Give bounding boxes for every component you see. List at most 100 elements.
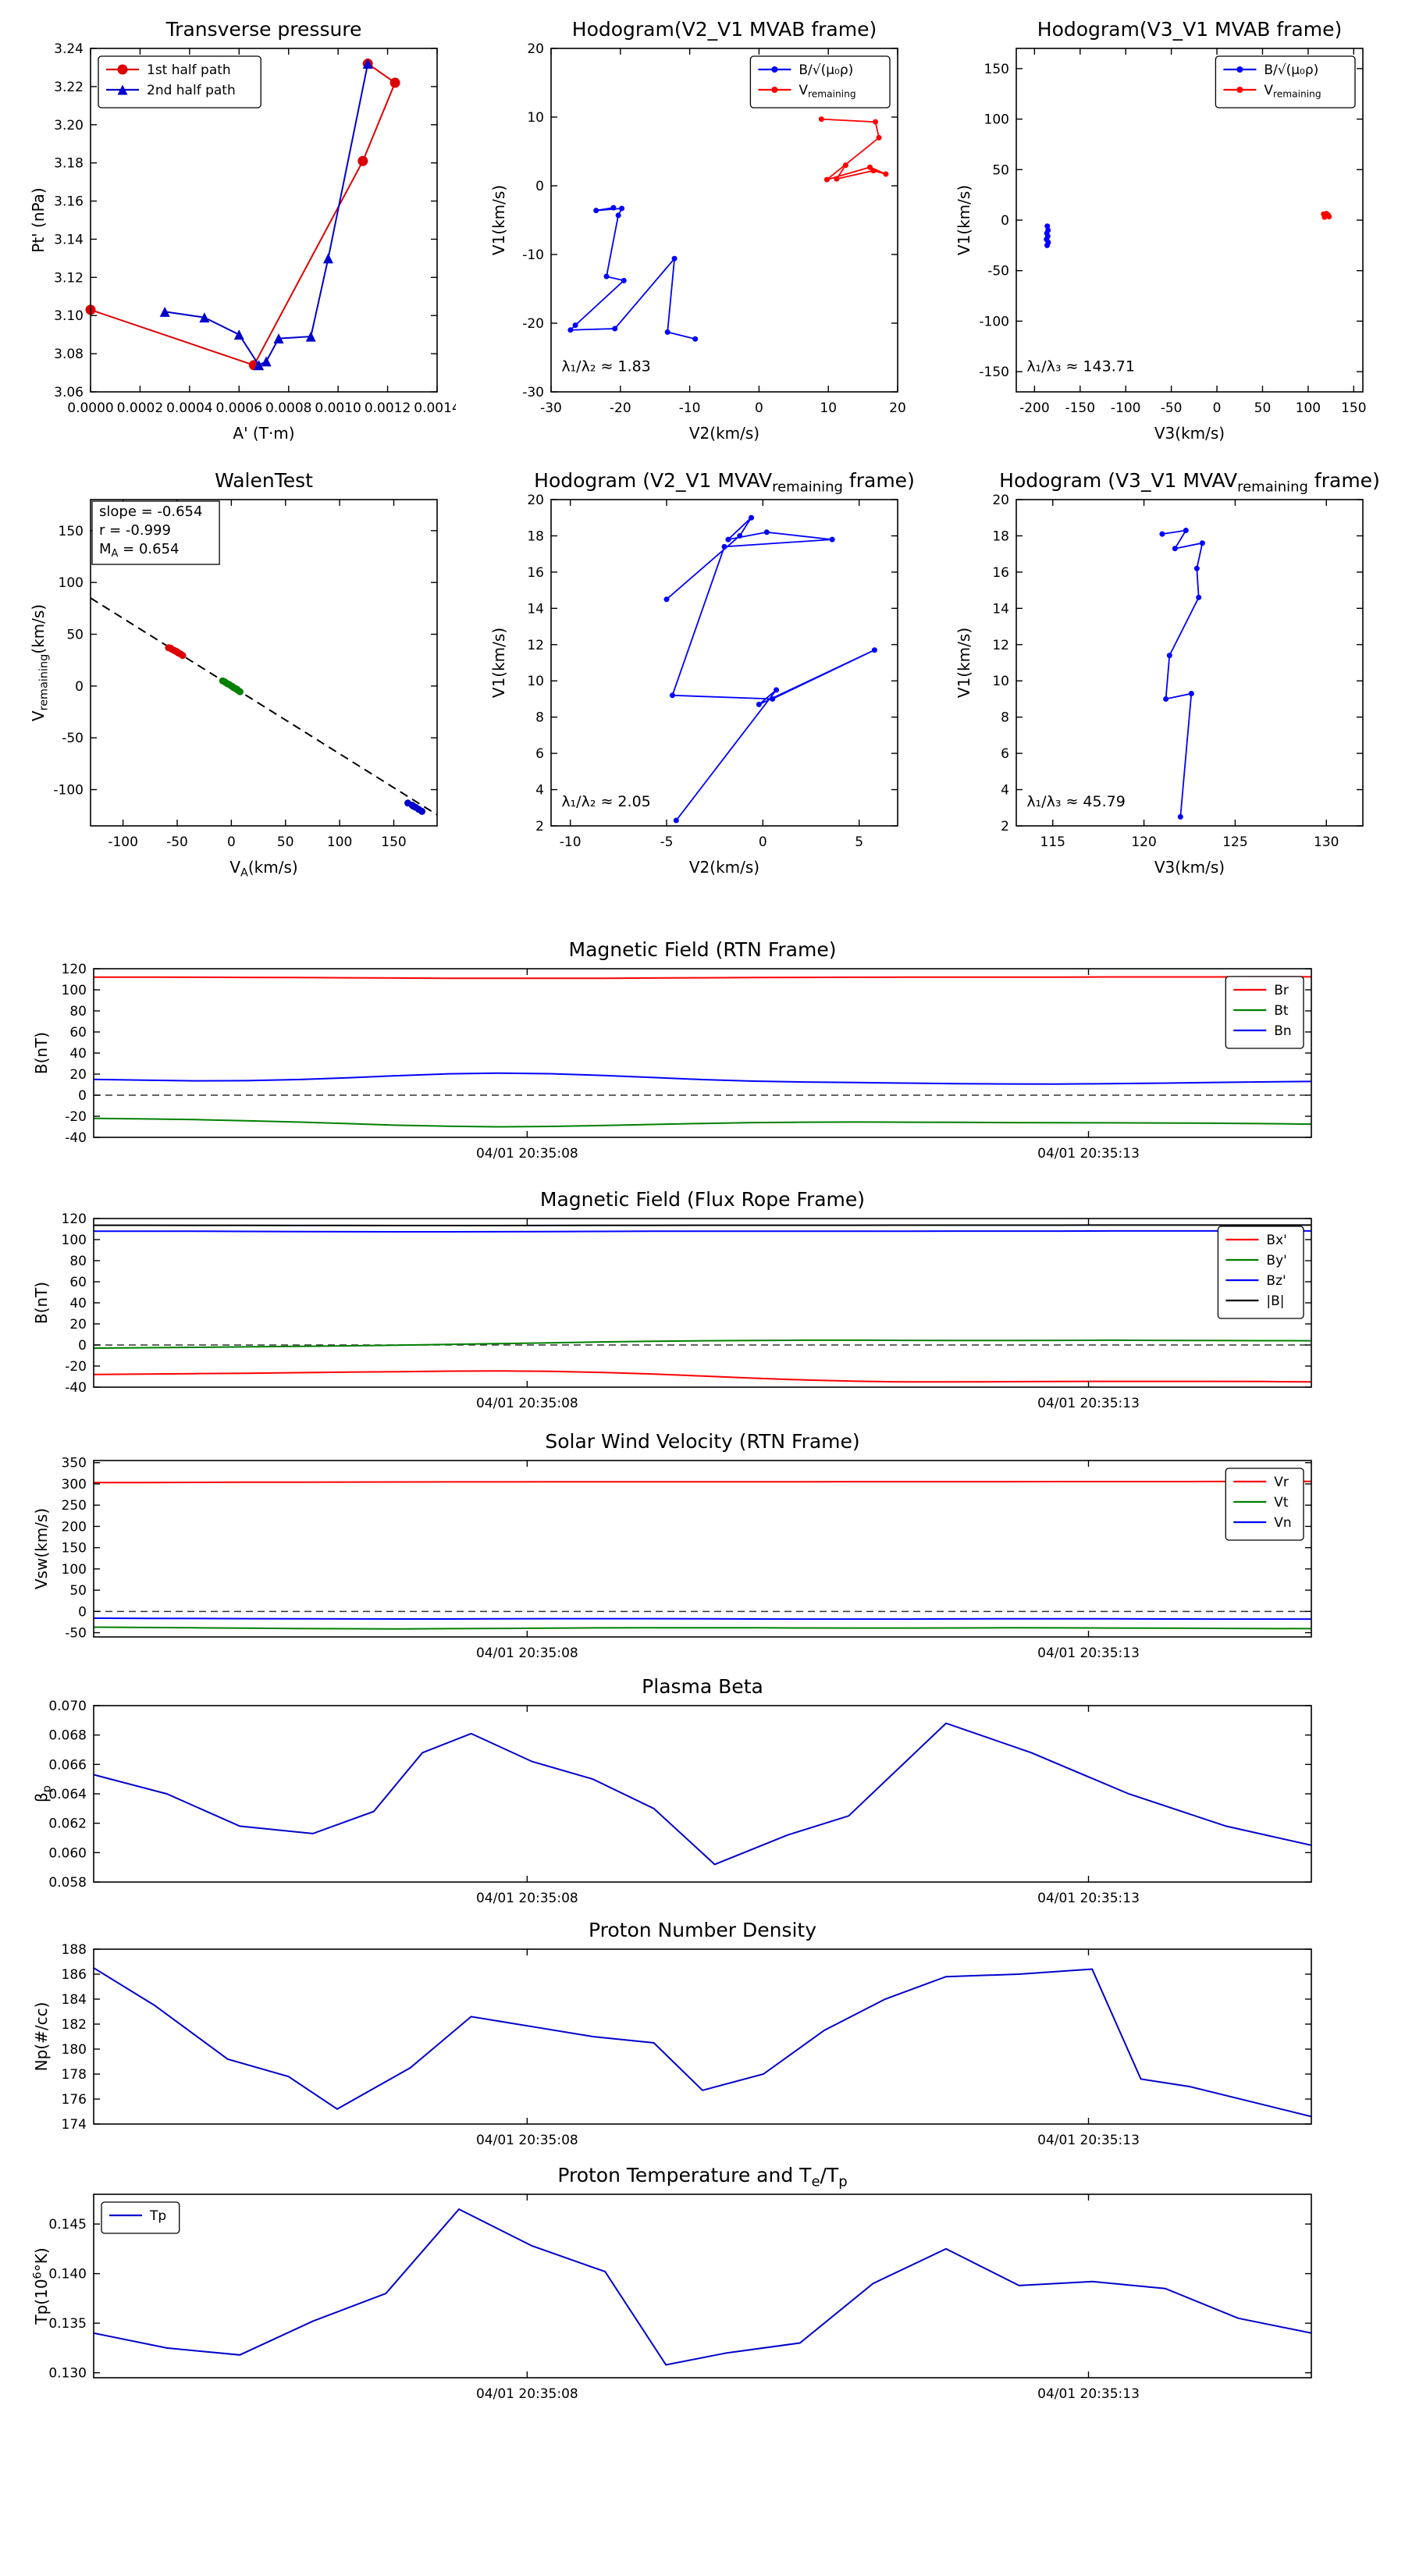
- svg-text:0.140: 0.140: [48, 2267, 87, 2282]
- svg-text:0.058: 0.058: [48, 1875, 87, 1891]
- proton-number-density-series: [94, 1967, 1311, 2118]
- svg-text:04/01 20:35:13: 04/01 20:35:13: [1037, 2386, 1140, 2402]
- magnetic-field-rtn-series: [94, 976, 1311, 980]
- svg-text:150: 150: [1341, 400, 1366, 416]
- magnetic-field-flux-rope-series: [94, 1224, 1311, 1226]
- svg-text:3.18: 3.18: [54, 156, 84, 172]
- svg-text:8: 8: [535, 710, 544, 726]
- svg-text:350: 350: [62, 1456, 87, 1471]
- svg-text:Pt' (nPa): Pt' (nPa): [29, 187, 48, 252]
- svg-text:Tp: Tp: [149, 2208, 166, 2224]
- svg-text:10: 10: [820, 400, 837, 416]
- svg-text:Bt: Bt: [1274, 1003, 1289, 1019]
- svg-text:-10: -10: [679, 400, 701, 416]
- svg-text:B/√(μ₀ρ): B/√(μ₀ρ): [1264, 62, 1318, 78]
- svg-text:40: 40: [69, 1046, 87, 1062]
- svg-text:Br: Br: [1274, 983, 1289, 998]
- svg-text:Proton Temperature and Te/Tp: Proton Temperature and Te/Tp: [557, 2164, 847, 2190]
- svg-text:250: 250: [62, 1498, 87, 1514]
- svg-text:0: 0: [78, 1338, 87, 1354]
- svg-text:04/01 20:35:13: 04/01 20:35:13: [1037, 1646, 1140, 1661]
- svg-text:Hodogram (V3_V1 MVAVremaining: Hodogram (V3_V1 MVAVremaining frame): [999, 469, 1380, 496]
- svg-text:slope = -0.654: slope = -0.654: [99, 503, 202, 520]
- chart-solar-wind-velocity: 04/01 20:35:08 04/01 20:35:13 -50 0 50 100 150…: [31, 1425, 1327, 1671]
- svg-text:04/01 20:35:13: 04/01 20:35:13: [1037, 1396, 1140, 1411]
- svg-text:Hodogram (V2_V1 MVAVremaining: Hodogram (V2_V1 MVAVremaining frame): [534, 469, 915, 496]
- svg-text:2: 2: [1001, 819, 1009, 834]
- svg-text:04/01 20:35:13: 04/01 20:35:13: [1037, 1146, 1140, 1162]
- svg-text:20: 20: [992, 493, 1009, 508]
- svg-text:-10: -10: [522, 247, 544, 263]
- walen-test-series: [219, 677, 244, 696]
- svg-text:150: 150: [59, 524, 84, 539]
- svg-text:λ₁/λ₂ ≈ 1.83: λ₁/λ₂ ≈ 1.83: [561, 358, 650, 375]
- svg-text:V3(km/s): V3(km/s): [1154, 858, 1225, 877]
- svg-text:-100: -100: [1111, 400, 1141, 416]
- chart-hodogram-v3v1-mvav: 115 120 125 130 2 4 6 8 10 12 14 16 18 20 Hodogram (V3…: [943, 467, 1382, 898]
- svg-text:βp: βp: [32, 1785, 53, 1802]
- svg-text:16: 16: [992, 565, 1009, 581]
- svg-text:V1(km/s): V1(km/s): [489, 185, 508, 255]
- svg-text:Vremaining: Vremaining: [1264, 83, 1321, 100]
- svg-text:60: 60: [69, 1025, 87, 1041]
- transverse-pressure-series: [85, 59, 400, 371]
- chart-proton-number-density: 04/01 20:35:08 04/01 20:35:13 174 176 178 180…: [31, 1913, 1327, 2158]
- svg-text:Vremaining(km/s): Vremaining(km/s): [29, 604, 50, 721]
- svg-text:0: 0: [1213, 400, 1222, 416]
- chart-magnetic-field-rtn: 04/01 20:35:08 04/01 20:35:13 -40 -20 0 20 40 6…: [31, 933, 1327, 1172]
- svg-text:6: 6: [1001, 746, 1009, 762]
- svg-text:-20: -20: [65, 1109, 87, 1125]
- svg-text:2nd half path: 2nd half path: [147, 83, 236, 98]
- svg-text:100: 100: [59, 575, 84, 591]
- svg-text:-200: -200: [1019, 400, 1050, 416]
- svg-text:184: 184: [62, 1992, 87, 2008]
- svg-text:04/01 20:35:08: 04/01 20:35:08: [476, 1891, 578, 1906]
- svg-text:0.0014: 0.0014: [414, 400, 456, 416]
- svg-text:-100: -100: [108, 834, 138, 850]
- svg-text:0.145: 0.145: [48, 2217, 87, 2233]
- svg-text:B(nT): B(nT): [32, 1032, 51, 1074]
- svg-text:Vt: Vt: [1274, 1495, 1289, 1510]
- svg-text:V1(km/s): V1(km/s): [489, 628, 508, 698]
- svg-text:180: 180: [62, 2042, 87, 2058]
- svg-text:100: 100: [984, 112, 1009, 128]
- magnetic-field-rtn-plot: 04/01 20:35:08 04/01 20:35:13 -40 -20 0 20 40 6…: [32, 938, 1312, 1162]
- svg-text:3.08: 3.08: [54, 347, 84, 362]
- magnetic-field-flux-rope-series: [94, 1339, 1311, 1350]
- svg-text:Vr: Vr: [1274, 1475, 1289, 1490]
- svg-text:100: 100: [62, 1233, 87, 1248]
- magnetic-field-rtn-series: [94, 1072, 1311, 1085]
- solar-wind-velocity-series: [94, 1626, 1311, 1630]
- svg-text:-100: -100: [53, 783, 84, 799]
- svg-text:10: 10: [527, 674, 544, 689]
- svg-text:0.070: 0.070: [48, 1699, 87, 1714]
- svg-text:20: 20: [69, 1317, 87, 1332]
- svg-text:-40: -40: [65, 1130, 87, 1146]
- svg-text:130: 130: [1314, 834, 1339, 850]
- svg-text:5: 5: [855, 834, 863, 850]
- solar-wind-velocity-series: [94, 1617, 1311, 1621]
- svg-text:60: 60: [69, 1275, 87, 1290]
- svg-text:14: 14: [992, 601, 1009, 617]
- magnetic-field-flux-rope-plot: 04/01 20:35:08 04/01 20:35:13 -40 -20 0 20 40 6…: [32, 1188, 1312, 1411]
- svg-text:-20: -20: [610, 400, 631, 416]
- svg-text:04/01 20:35:08: 04/01 20:35:08: [476, 1396, 578, 1411]
- walen-test-series: [404, 799, 426, 815]
- hodogram-v2v1-mvab-plot: -30 -20 -10 0 10 20 -30 -20 -10 0 10 20 Hodogram(V2_…: [489, 18, 906, 443]
- svg-text:V1(km/s): V1(km/s): [955, 185, 973, 255]
- svg-text:4: 4: [535, 783, 544, 799]
- chart-transverse-pressure: 0.0000 0.0002 0.0004 0.0006 0.0008 0.0010 0.00…: [17, 14, 461, 453]
- svg-text:176: 176: [62, 2092, 87, 2108]
- chart-plasma-beta: 04/01 20:35:08 04/01 20:35:13 0.058 0.060 0.…: [31, 1670, 1327, 1916]
- svg-text:1st half path: 1st half path: [147, 62, 231, 78]
- svg-text:300: 300: [62, 1477, 87, 1493]
- svg-text:04/01 20:35:08: 04/01 20:35:08: [476, 1646, 578, 1661]
- svg-text:3.06: 3.06: [54, 385, 84, 400]
- svg-text:12: 12: [527, 638, 544, 653]
- svg-text:0.130: 0.130: [48, 2366, 87, 2382]
- svg-text:-50: -50: [65, 1626, 87, 1642]
- svg-text:0: 0: [1001, 213, 1009, 229]
- svg-text:150: 150: [984, 62, 1009, 77]
